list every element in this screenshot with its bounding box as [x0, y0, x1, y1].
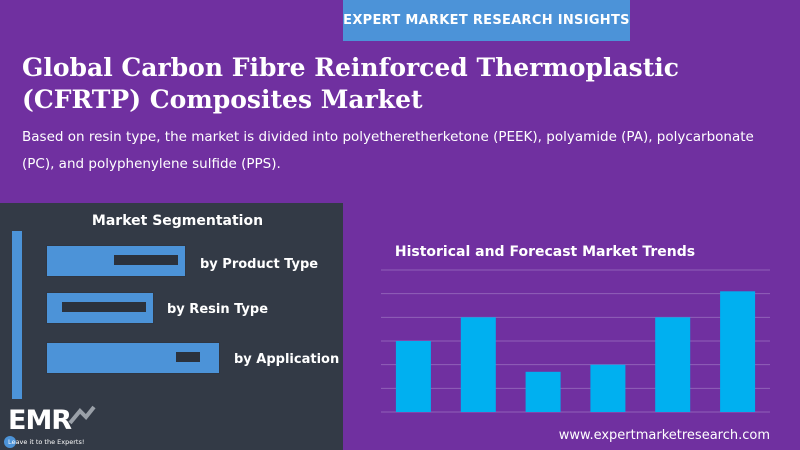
segmentation-panel: Market Segmentation by Product Type by R…: [0, 203, 343, 450]
segmentation-vertical-bar: [12, 231, 22, 399]
page-title: Global Carbon Fibre Reinforced Thermopla…: [22, 53, 679, 114]
segment-bar-application: [46, 342, 220, 374]
segment-bar-inner-application: [176, 352, 200, 362]
logo-text: EMR: [8, 405, 72, 436]
chart-bar-2: [460, 317, 496, 412]
logo-dot-icon: [4, 436, 16, 448]
segment-bar-inner-product-type: [114, 255, 178, 265]
segment-bar-inner-resin-type: [62, 302, 146, 312]
chart-bar-4: [590, 364, 626, 412]
logo-arrow-icon: [68, 405, 96, 425]
chart-bar-6: [720, 291, 756, 412]
chart-bar-3: [525, 371, 561, 412]
segment-label-product-type: by Product Type: [200, 257, 319, 272]
segment-label-application: by Application: [234, 352, 340, 367]
page-subtitle: Based on resin type, the market is divid…: [22, 129, 754, 172]
emr-logo: EMR Leave it to the Experts!: [0, 405, 100, 450]
chart-title: Historical and Forecast Market Trends: [394, 244, 696, 260]
logo-tagline: Leave it to the Experts!: [8, 438, 85, 446]
chart-bar-5: [655, 317, 691, 412]
website-url: www.expertmarketresearch.com: [558, 428, 770, 443]
segmentation-title: Market Segmentation: [91, 213, 264, 229]
segment-label-resin-type: by Resin Type: [167, 302, 269, 317]
chart-bar-1: [395, 341, 431, 412]
insights-banner: EXPERT MARKET RESEARCH INSIGHTS: [343, 0, 630, 41]
